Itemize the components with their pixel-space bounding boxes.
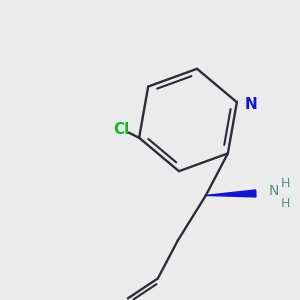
Text: N: N <box>244 97 257 112</box>
Text: H: H <box>281 177 290 190</box>
Polygon shape <box>206 190 256 197</box>
Text: H: H <box>281 197 290 210</box>
Text: N: N <box>268 184 279 198</box>
Text: Cl: Cl <box>113 122 129 137</box>
